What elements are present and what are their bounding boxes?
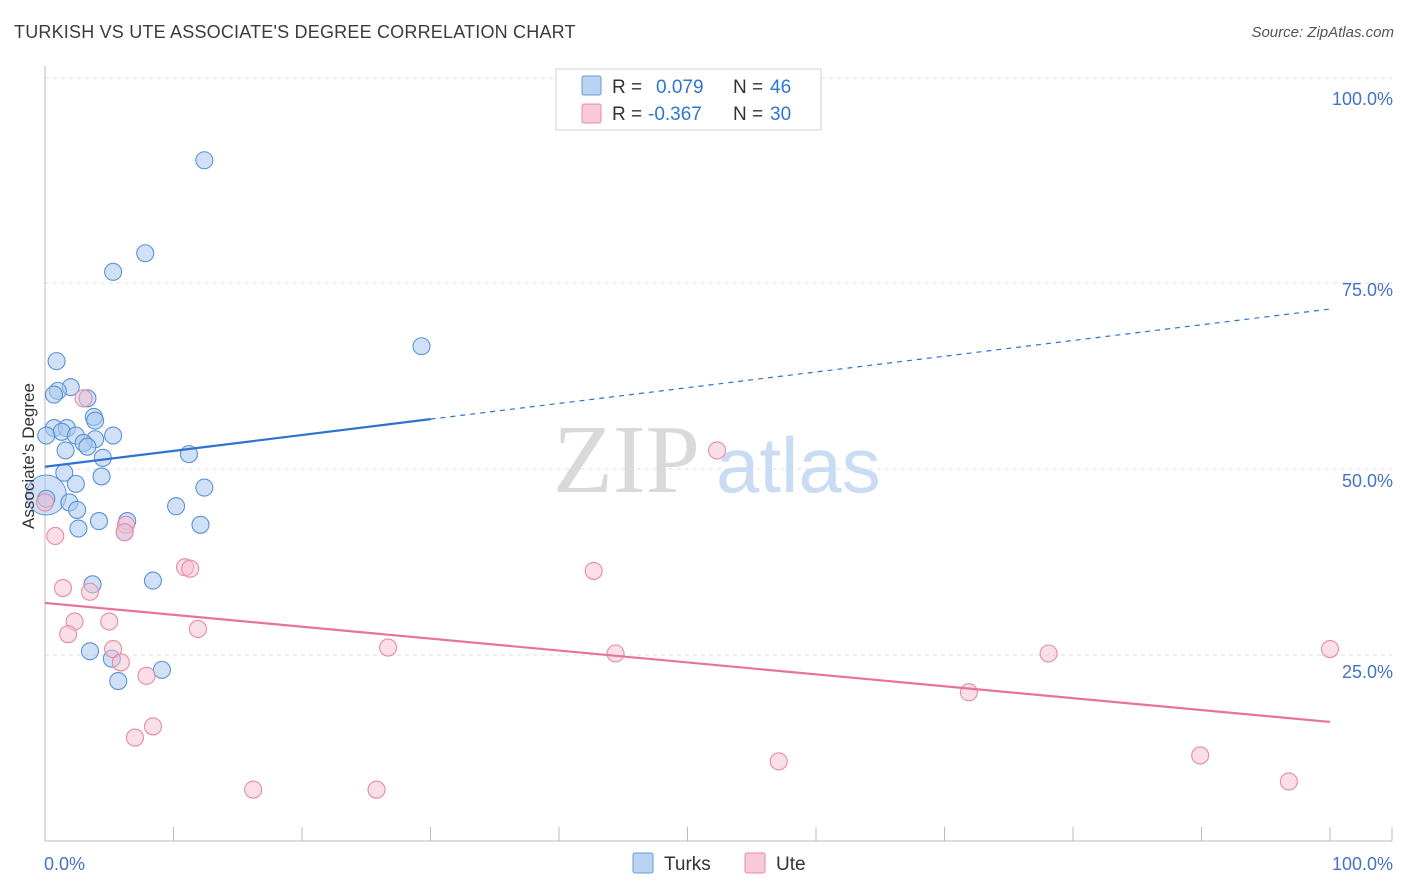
legend-ute-swatch [581,103,602,124]
ute-point [1279,772,1298,791]
ute-point [959,683,978,702]
legend-top: R = 0.079 N = 46 R = -0.367 N = 30 [555,68,822,131]
legend-turks-n-value: 46 [770,77,791,98]
legend-bottom-ute-swatch [744,852,766,874]
ute-point [708,441,727,460]
turks-point [68,500,87,519]
x-tick-label: 100.0% [1332,854,1393,874]
ute-point [46,526,65,546]
turks-point [80,642,100,661]
x-tick-label: 0.0% [44,854,85,874]
trend-lines [44,308,1331,724]
turks-point [191,515,210,534]
axis-layer: 25.0% 50.0% 75.0% 100.0% 0.0% 100.0% [44,66,1393,874]
turks-point [136,244,155,263]
legend-turks-r-label: R = [612,77,642,98]
legend-turks-n-label: N = [733,77,763,98]
ute-point [35,493,55,512]
ute-point [143,717,162,736]
y-tick-label: 25.0% [1342,662,1393,682]
ute-point [367,780,386,799]
ute-point [125,728,144,747]
y-axis-label: Associate's Degree [19,383,38,529]
legend-bottom: Turks Ute [632,852,806,875]
ute-point [606,644,625,663]
ute-point [53,578,73,598]
ute-point [137,666,156,685]
legend-bottom-turks-swatch [632,852,654,874]
turks-point [86,411,105,430]
ute-point [80,582,100,601]
turks-point [104,262,123,281]
ute-point [584,561,603,580]
turks-trend-line-extension [430,308,1331,420]
watermark: ZIP atlas [553,406,881,514]
watermark-atlas: atlas [716,421,881,509]
ute-point [244,780,263,799]
turks-point [167,497,186,516]
turks-series [25,151,431,691]
turks-point [78,437,97,456]
turks-point [69,519,88,538]
ute-point [379,638,398,657]
turks-point [195,478,214,497]
legend-ute-r-label: R = [612,104,642,125]
legend-ute-n-label: N = [733,104,763,125]
legend-ute-n-value: 30 [770,104,791,125]
turks-point [37,426,56,445]
turks-point [195,151,214,170]
ute-trend-line [44,601,1331,724]
ute-point [188,619,207,639]
legend-ute-r-value: -0.367 [648,104,702,125]
grid-layer [45,77,1392,656]
chart-title: TURKISH VS UTE ASSOCIATE'S DEGREE CORREL… [14,22,576,42]
turks-point [412,337,431,356]
ute-point [59,625,78,644]
watermark-zip: ZIP [553,406,700,514]
turks-point [109,671,128,691]
chart-source: Source: ZipAtlas.com [1251,24,1394,41]
y-tick-label: 75.0% [1342,280,1393,300]
ute-series [35,389,1340,799]
ute-point [1320,639,1340,659]
turks-point [104,426,123,445]
legend-turks-r-value: 0.079 [656,77,704,98]
turks-point [89,512,109,531]
ute-point [100,612,119,631]
turks-point [56,441,75,460]
turks-point [152,660,171,679]
turks-point [66,474,85,493]
y-tick-label: 50.0% [1342,471,1393,491]
turks-point [47,352,66,371]
turks-trend-line [44,418,431,468]
legend-turks-swatch [581,75,602,96]
ute-point [74,389,93,408]
ute-point [104,639,123,659]
turks-point [44,385,64,404]
ute-point [181,559,200,578]
ute-point [115,523,134,542]
legend-bottom-turks-label: Turks [664,854,711,875]
turks-point [92,467,111,486]
ute-point [1039,644,1058,663]
y-tick-label: 100.0% [1332,89,1393,109]
ute-point [111,653,130,672]
ute-point [769,752,788,771]
ute-point [1191,746,1210,765]
turks-point [143,571,162,590]
legend-bottom-ute-label: Ute [776,854,806,875]
